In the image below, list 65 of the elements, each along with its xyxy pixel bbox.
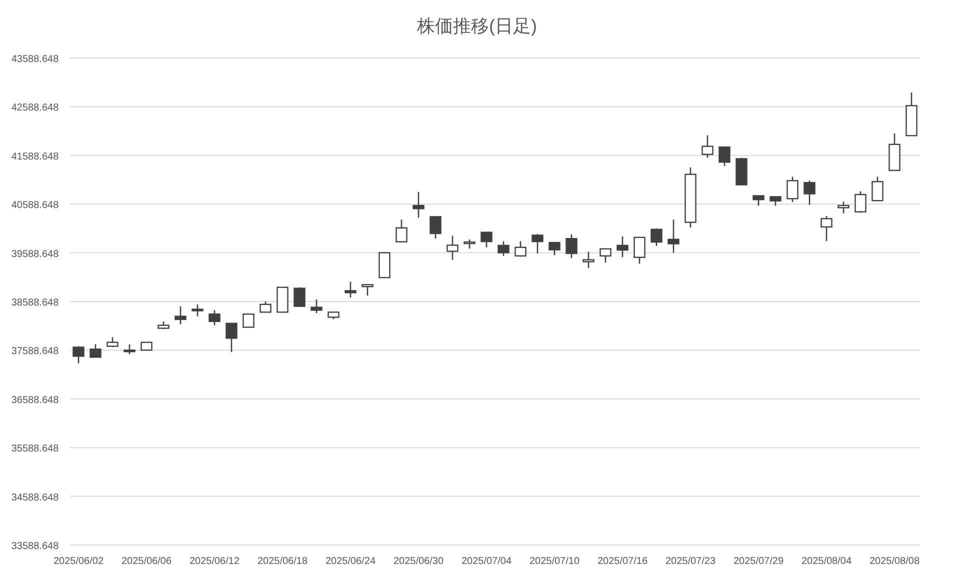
candlestick xyxy=(344,281,356,298)
y-tick-label: 33588.648 xyxy=(11,541,60,552)
candlestick xyxy=(872,176,884,202)
y-tick-label: 42588.648 xyxy=(11,102,60,114)
candlestick xyxy=(208,310,220,326)
candlestick xyxy=(124,344,136,355)
x-tick-label: 2025/06/06 xyxy=(121,556,172,567)
x-tick-label: 2025/08/04 xyxy=(801,556,852,567)
y-tick-label: 41588.648 xyxy=(11,151,60,162)
candlestick xyxy=(532,233,544,254)
candlestick xyxy=(668,218,680,254)
candlestick xyxy=(446,235,458,260)
chart-title: 株価推移(日足) xyxy=(416,16,537,36)
x-tick-label: 2025/07/04 xyxy=(461,556,512,567)
candlestick xyxy=(770,196,782,206)
candlestick xyxy=(838,200,850,214)
x-tick-label: 2025/07/10 xyxy=(529,556,580,567)
candlestick xyxy=(752,195,764,206)
candlestick xyxy=(464,238,476,250)
y-tick-label: 39588.648 xyxy=(11,248,60,260)
y-tick-label: 43588.648 xyxy=(11,54,60,65)
candlestick xyxy=(412,191,424,218)
x-tick-label: 2025/07/16 xyxy=(597,556,648,567)
x-tick-label: 2025/06/02 xyxy=(53,556,104,567)
candlestick xyxy=(260,300,272,313)
y-tick-label: 40588.648 xyxy=(11,200,60,212)
candlestick xyxy=(566,234,578,259)
x-tick-label: 2025/06/24 xyxy=(325,556,376,567)
candlestick xyxy=(634,236,646,264)
x-tick-label: 2025/07/29 xyxy=(733,556,784,567)
candlestick xyxy=(820,215,832,242)
candlestick xyxy=(480,232,492,248)
candlestick xyxy=(616,236,628,258)
candlestick xyxy=(702,134,714,158)
candlestick xyxy=(514,240,526,258)
candlestick xyxy=(362,284,374,296)
x-tick-label: 2025/06/30 xyxy=(393,556,444,567)
candlestick xyxy=(854,190,866,214)
x-tick-label: 2025/07/23 xyxy=(665,556,716,567)
candlestick xyxy=(498,240,510,257)
y-tick-label: 36588.648 xyxy=(11,394,60,406)
candlestick xyxy=(600,248,612,264)
x-tick-label: 2025/06/12 xyxy=(189,556,240,567)
candlestick xyxy=(90,344,102,358)
candlestick xyxy=(226,322,238,353)
candlestick xyxy=(72,346,84,364)
y-tick-label: 34588.648 xyxy=(11,492,60,504)
candlestick xyxy=(294,286,306,307)
candlestick xyxy=(192,304,204,317)
candlestick xyxy=(548,242,560,256)
candlestick xyxy=(310,298,322,314)
candlestick xyxy=(718,146,730,167)
x-tick-label: 2025/06/18 xyxy=(257,556,308,567)
candlestick xyxy=(786,176,798,203)
y-tick-label: 37588.648 xyxy=(11,346,60,358)
x-tick-label: 2025/08/08 xyxy=(869,556,920,567)
candlestick xyxy=(650,228,662,247)
candlestick xyxy=(242,313,254,328)
candlestick xyxy=(396,218,408,244)
candlestick xyxy=(582,251,594,269)
candlestick xyxy=(804,180,816,206)
y-tick-label: 35588.648 xyxy=(11,444,60,455)
candlestick xyxy=(430,216,442,240)
candlestick xyxy=(174,306,186,325)
y-tick-label: 38588.648 xyxy=(11,298,60,308)
